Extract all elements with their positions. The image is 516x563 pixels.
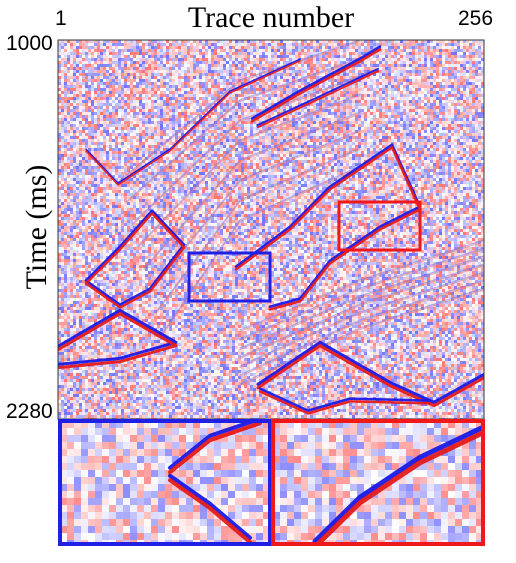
inset-left-lower-trough (168, 473, 252, 540)
left-kite-peak (84, 212, 186, 309)
faint-dip-6-peak (155, 148, 361, 315)
inset-left-upper-peak (168, 421, 262, 475)
faint-dip-3-peak (137, 94, 361, 249)
inset-right-diagonal-peak (314, 430, 483, 544)
faint-lower-0-peak (239, 240, 484, 333)
faint-dip-2-trough (131, 75, 361, 225)
left-kite-trough (84, 209, 186, 306)
upper-event-b-trough (257, 67, 379, 126)
faint-lower-3-peak (239, 264, 484, 360)
lower-left-wedge-peak (58, 312, 178, 370)
faint-lower-0-trough (239, 239, 484, 331)
reflection-events (58, 40, 484, 415)
y-tick-first: 1000 (6, 32, 53, 55)
lower-left-wedge-trough (58, 308, 178, 366)
blue-inset (60, 421, 270, 544)
blue-inset-frame (58, 419, 272, 546)
y-tick-last: 2280 (6, 400, 53, 423)
faint-dip-1-trough (125, 57, 361, 203)
faint-lower-4-trough (239, 271, 484, 367)
red-inset-frame (271, 419, 485, 546)
faint-lower-1-trough (239, 247, 484, 340)
lower-right-base-trough (258, 387, 432, 412)
lower-right-base-peak (258, 390, 432, 415)
faint-dip-1-peak (125, 58, 361, 205)
faint-lower-6-trough (239, 287, 484, 385)
lower-right-kite-peak (256, 344, 484, 408)
upper-event-a-trough (250, 45, 382, 120)
x-tick-first: 1 (55, 7, 67, 30)
red-inset (273, 421, 483, 544)
upper-event-a-peak (250, 48, 382, 123)
faint-lower-2-peak (239, 256, 484, 351)
faint-lower-3-trough (239, 263, 484, 358)
faint-dip-5-peak (149, 130, 361, 293)
lower-right-kite-trough (256, 340, 484, 404)
left-wedge-trough (85, 58, 301, 184)
inset-left-lower-peak (168, 478, 252, 544)
faint-lower-4-peak (239, 272, 484, 369)
faint-dip-3-trough (137, 93, 361, 247)
faint-dip-4-peak (143, 112, 361, 271)
left-wedge-peak (85, 60, 301, 186)
blue-box (187, 251, 272, 303)
red-box (337, 200, 422, 252)
x-tick-last: 256 (458, 7, 494, 30)
faint-dip-0-trough (119, 40, 361, 181)
upper-event-b-peak (257, 70, 379, 129)
inset-left-upper-trough (168, 421, 260, 470)
faint-dip-6-trough (155, 147, 361, 313)
faint-dip-2-peak (131, 76, 361, 227)
inset-right-diagonal-trough (312, 424, 483, 544)
faint-lower-2-trough (239, 255, 484, 349)
faint-lower-5-trough (239, 279, 484, 376)
faint-lower-5-peak (239, 280, 484, 378)
faint-dip-0-peak (119, 40, 361, 183)
faint-lower-1-peak (239, 248, 484, 342)
faint-dip-4-trough (143, 111, 361, 269)
main-section-noise (58, 40, 484, 419)
faint-lower-6-peak (239, 288, 484, 387)
figure-title: Trace number (187, 1, 355, 34)
